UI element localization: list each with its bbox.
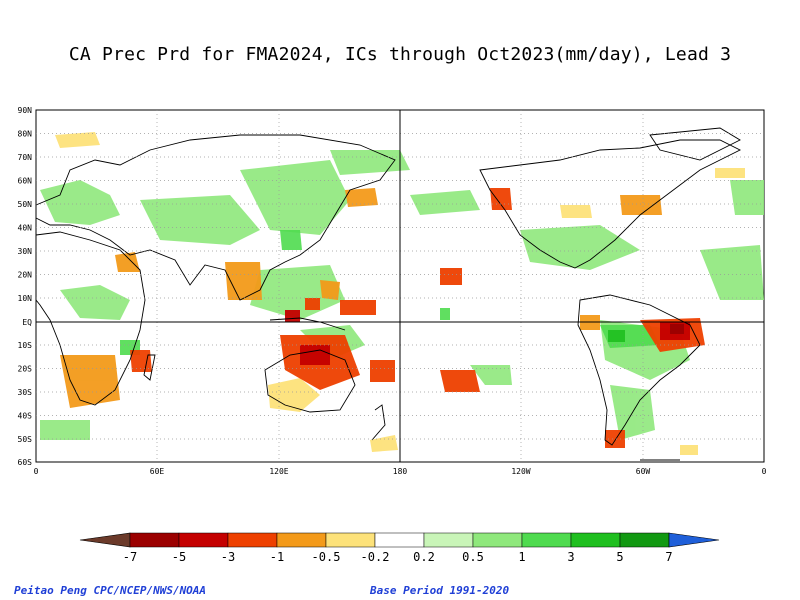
colorbar-segment bbox=[276, 532, 327, 548]
colorbar-label: -5 bbox=[172, 550, 186, 564]
y-tick: 20N bbox=[18, 271, 33, 280]
colorbar-label: 0.2 bbox=[413, 550, 435, 564]
colorbar-segment bbox=[227, 532, 278, 548]
colorbar-segment bbox=[423, 532, 474, 548]
y-tick: 50S bbox=[18, 435, 33, 444]
base-period: Base Period 1991-2020 bbox=[370, 584, 510, 597]
y-tick: 10S bbox=[18, 341, 33, 350]
colorbar-labels: -7 -5 -3 -1 -0.5 -0.2 0.2 0.5 1 3 5 7 bbox=[123, 550, 673, 564]
coastlines bbox=[35, 127, 742, 461]
x-tick: 120W bbox=[511, 467, 530, 476]
colorbar-label: -0.5 bbox=[312, 550, 341, 564]
colorbar bbox=[79, 532, 720, 548]
colorbar-segment bbox=[472, 532, 523, 548]
y-tick: 40S bbox=[18, 412, 33, 421]
x-tick: 0 bbox=[762, 467, 767, 476]
y-tick: 70N bbox=[18, 153, 33, 162]
x-tick: 60E bbox=[150, 467, 165, 476]
y-tick: 40N bbox=[18, 224, 33, 233]
y-tick: EQ bbox=[22, 318, 32, 327]
y-tick: 60S bbox=[18, 458, 33, 467]
y-tick: 50N bbox=[18, 200, 33, 209]
x-tick: 120E bbox=[269, 467, 288, 476]
y-tick: 90N bbox=[18, 106, 33, 115]
y-axis-labels: 90N 80N 70N 60N 50N 40N 30N 20N 10N EQ 1… bbox=[18, 106, 33, 467]
colorbar-right-arrow bbox=[668, 532, 720, 548]
colorbar-label: -7 bbox=[123, 550, 137, 564]
chart-title: CA Prec Prd for FMA2024, ICs through Oct… bbox=[68, 44, 732, 65]
colorbar-segment bbox=[129, 532, 180, 548]
anomaly-patches bbox=[40, 132, 764, 455]
colorbar-label: -0.2 bbox=[361, 550, 390, 564]
colorbar-label: 3 bbox=[567, 550, 574, 564]
colorbar-segment bbox=[521, 532, 572, 548]
x-axis-labels: 0 60E 120E 180 120W 60W 0 bbox=[34, 467, 767, 476]
y-tick: 80N bbox=[18, 130, 33, 139]
colorbar-segment bbox=[178, 532, 229, 548]
colorbar-label: -3 bbox=[221, 550, 235, 564]
colorbar-segment bbox=[325, 532, 376, 548]
colorbar-segment bbox=[619, 532, 670, 548]
x-tick: 60W bbox=[636, 467, 651, 476]
colorbar-label: 5 bbox=[616, 550, 623, 564]
colorbar-label: 7 bbox=[665, 550, 672, 564]
y-tick: 30N bbox=[18, 247, 33, 256]
x-tick: 180 bbox=[393, 467, 408, 476]
x-tick: 0 bbox=[34, 467, 39, 476]
author-credit: Peitao Peng CPC/NCEP/NWS/NOAA bbox=[14, 584, 207, 597]
y-tick: 30S bbox=[18, 388, 33, 397]
colorbar-segment bbox=[374, 532, 425, 548]
colorbar-left-arrow bbox=[79, 532, 131, 548]
colorbar-label: 1 bbox=[518, 550, 525, 564]
colorbar-label: -1 bbox=[270, 550, 284, 564]
y-tick: 60N bbox=[18, 177, 33, 186]
y-tick: 20S bbox=[18, 365, 33, 374]
colorbar-segment bbox=[570, 532, 621, 548]
colorbar-label: 0.5 bbox=[462, 550, 484, 564]
y-tick: 10N bbox=[18, 294, 33, 303]
